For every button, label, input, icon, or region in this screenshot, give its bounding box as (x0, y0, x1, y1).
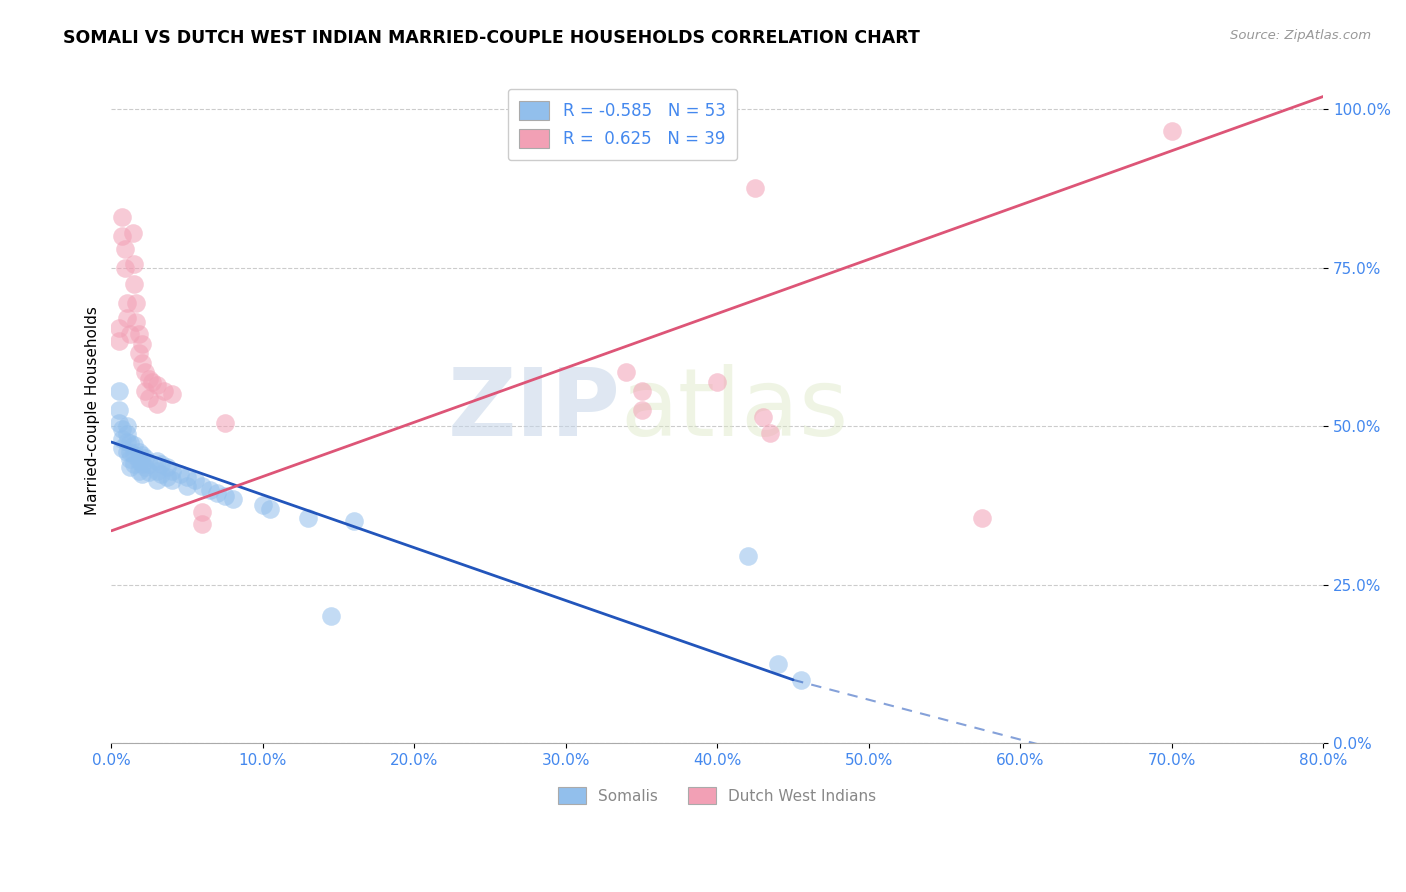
Point (115, 444, 138, 458)
Point (297, 511, 319, 525)
Point (138, 371, 160, 385)
Point (138, 457, 160, 471)
Point (160, 473, 183, 487)
Point (115, 311, 138, 326)
Point (108, 403, 131, 417)
Point (111, 442, 134, 456)
Point (706, 375, 728, 389)
Point (134, 365, 156, 379)
Point (252, 499, 274, 513)
Point (146, 473, 169, 487)
Point (111, 210, 134, 224)
Point (176, 479, 198, 493)
Point (124, 314, 146, 328)
Point (114, 260, 136, 275)
Point (146, 464, 169, 478)
Point (214, 416, 236, 430)
Point (214, 489, 236, 503)
Point (121, 226, 143, 240)
Point (789, 673, 811, 687)
Point (108, 416, 131, 430)
Point (744, 181, 766, 195)
Point (191, 479, 214, 493)
Point (138, 391, 160, 405)
Point (160, 464, 183, 478)
Point (150, 457, 173, 471)
Text: SOMALI VS DUTCH WEST INDIAN MARRIED-COUPLE HOUSEHOLDS CORRELATION CHART: SOMALI VS DUTCH WEST INDIAN MARRIED-COUP… (63, 29, 920, 47)
Point (131, 356, 153, 370)
Point (138, 465, 160, 479)
Point (146, 397, 169, 411)
Point (108, 334, 131, 348)
Point (124, 295, 146, 310)
Point (759, 425, 782, 440)
Point (111, 229, 134, 244)
Point (259, 501, 281, 516)
Point (766, 657, 789, 671)
Legend: Somalis, Dutch West Indians: Somalis, Dutch West Indians (551, 780, 884, 812)
Point (630, 384, 652, 399)
Point (111, 432, 134, 446)
Point (156, 460, 179, 475)
Point (1160, 124, 1182, 138)
Point (131, 336, 153, 351)
Text: atlas: atlas (620, 364, 849, 457)
Point (118, 452, 141, 467)
Point (122, 438, 145, 452)
Text: Source: ZipAtlas.com: Source: ZipAtlas.com (1230, 29, 1371, 43)
Point (122, 457, 145, 471)
Point (146, 454, 169, 468)
Point (111, 422, 134, 436)
Point (153, 384, 176, 399)
Point (118, 436, 141, 450)
Point (972, 511, 994, 525)
Point (128, 327, 150, 342)
Point (134, 460, 156, 475)
Point (737, 549, 759, 563)
Point (343, 514, 366, 528)
Point (141, 375, 163, 389)
Point (207, 485, 229, 500)
Point (191, 517, 214, 532)
Point (115, 295, 138, 310)
Point (752, 409, 775, 424)
Point (128, 454, 150, 468)
Point (128, 346, 150, 360)
Point (118, 460, 141, 475)
Point (118, 327, 141, 342)
Point (134, 384, 156, 399)
Point (198, 483, 221, 497)
Point (134, 450, 156, 465)
Y-axis label: Married-couple Households: Married-couple Households (86, 306, 100, 515)
Point (183, 473, 205, 487)
Point (122, 258, 145, 272)
Point (146, 378, 169, 392)
Point (115, 435, 138, 450)
Point (160, 387, 183, 401)
Point (115, 426, 138, 441)
Point (118, 444, 141, 458)
Text: ZIP: ZIP (447, 364, 620, 457)
Point (150, 467, 173, 481)
Point (115, 419, 138, 434)
Point (114, 242, 136, 256)
Point (122, 448, 145, 462)
Point (128, 464, 150, 478)
Point (630, 403, 652, 417)
Point (131, 448, 153, 462)
Point (221, 492, 243, 507)
Point (319, 609, 342, 624)
Point (131, 467, 153, 481)
Point (191, 505, 214, 519)
Point (122, 277, 145, 291)
Point (169, 467, 191, 481)
Point (108, 384, 131, 399)
Point (128, 444, 150, 458)
Point (156, 470, 179, 484)
Point (108, 321, 131, 335)
Point (616, 365, 638, 379)
Point (131, 457, 153, 471)
Point (176, 470, 198, 484)
